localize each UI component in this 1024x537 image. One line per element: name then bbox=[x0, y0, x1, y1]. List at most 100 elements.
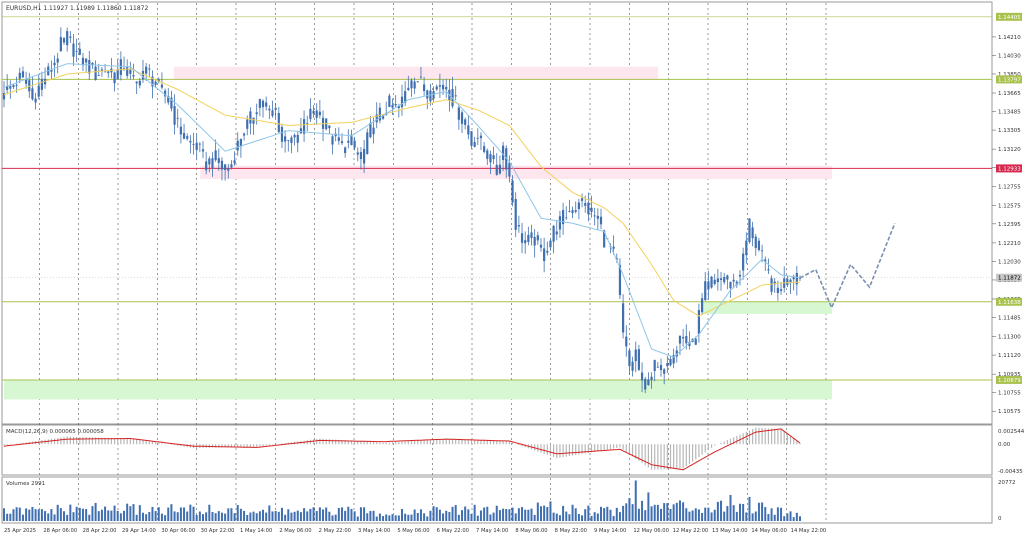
volume-bar bbox=[47, 513, 50, 521]
candle-body bbox=[340, 141, 344, 144]
volume-bar bbox=[154, 511, 157, 521]
volume-bar bbox=[132, 504, 135, 521]
volume-bar bbox=[340, 507, 343, 521]
candle-body bbox=[265, 102, 268, 107]
candle-body bbox=[552, 225, 555, 242]
volume-bar bbox=[713, 509, 716, 521]
candle-body bbox=[631, 361, 634, 371]
volume-bar bbox=[625, 503, 628, 521]
candle-body bbox=[12, 85, 15, 88]
candle-body bbox=[792, 276, 795, 280]
volume-bar bbox=[366, 513, 369, 521]
volume-bar bbox=[21, 514, 24, 521]
candle-body bbox=[596, 215, 599, 219]
volume-bar bbox=[224, 513, 227, 521]
volume-bar bbox=[479, 510, 482, 521]
price-tick-label: 1.11485 bbox=[998, 316, 1021, 322]
volume-bar bbox=[94, 502, 97, 521]
price-tick-label: 1.13120 bbox=[998, 147, 1021, 153]
volume-bar bbox=[527, 509, 530, 521]
volume-bar bbox=[157, 507, 160, 521]
volume-bar bbox=[445, 510, 448, 521]
candle-body bbox=[179, 126, 182, 135]
volume-bar bbox=[745, 512, 748, 521]
volume-bar bbox=[195, 514, 198, 521]
time-tick-label: 14 May 22:00 bbox=[791, 528, 827, 534]
volume-bar bbox=[729, 495, 732, 521]
candle-body bbox=[220, 160, 224, 170]
candle-body bbox=[186, 136, 189, 139]
volume-bar bbox=[438, 509, 441, 521]
volume-bar bbox=[85, 509, 88, 521]
volume-bar bbox=[426, 516, 429, 521]
volume-bar bbox=[530, 508, 533, 521]
candle-body bbox=[154, 81, 157, 85]
candle-body bbox=[467, 125, 470, 135]
volume-bar bbox=[189, 504, 192, 521]
resistance-zone bbox=[200, 165, 833, 180]
volume-bar bbox=[401, 509, 403, 521]
volume-bar bbox=[429, 510, 432, 521]
volume-bar bbox=[306, 511, 309, 521]
candle-body bbox=[561, 210, 565, 225]
volume-bar bbox=[435, 507, 438, 521]
volume-bar bbox=[489, 514, 492, 521]
volume-bar bbox=[498, 510, 501, 521]
candle-body bbox=[167, 96, 170, 103]
volume-bar bbox=[271, 511, 274, 521]
price-level-label: 1.13797 bbox=[998, 77, 1021, 83]
volume-bar bbox=[40, 509, 43, 521]
candle-body bbox=[508, 162, 511, 177]
volume-bar bbox=[318, 507, 321, 521]
candle-body bbox=[524, 240, 527, 244]
candle-body bbox=[407, 87, 410, 91]
candle-body bbox=[574, 210, 577, 212]
volume-bar bbox=[606, 506, 609, 521]
volume-bar bbox=[451, 506, 454, 521]
ma-fast-line bbox=[3, 63, 801, 358]
volume-bar bbox=[265, 512, 268, 521]
support-zone bbox=[702, 301, 832, 314]
volume-bar bbox=[214, 513, 217, 521]
candle-body bbox=[779, 289, 783, 291]
volume-bar bbox=[296, 510, 299, 521]
volume-bar bbox=[236, 505, 239, 521]
candle-body bbox=[445, 86, 448, 90]
candle-body bbox=[410, 80, 413, 89]
volume-bar bbox=[104, 506, 107, 521]
volume-bar bbox=[795, 512, 798, 521]
volume-bar bbox=[416, 512, 419, 521]
volume-bar bbox=[514, 513, 517, 521]
volume-bar bbox=[539, 506, 542, 521]
time-tick-label: 12 May 22:00 bbox=[673, 528, 709, 534]
volume-bar bbox=[230, 508, 233, 521]
volume-bar bbox=[255, 513, 258, 521]
volume-bar bbox=[641, 500, 644, 521]
volume-bar bbox=[552, 512, 555, 521]
candle-body bbox=[359, 152, 363, 160]
volume-bar bbox=[179, 507, 182, 521]
candle-body bbox=[751, 227, 754, 239]
volume-bar bbox=[262, 509, 265, 521]
candle-body bbox=[66, 31, 69, 46]
time-tick-label: 30 Apr 06:00 bbox=[161, 528, 195, 534]
candle-body bbox=[441, 84, 445, 90]
volume-bar bbox=[75, 506, 78, 521]
candle-body bbox=[527, 234, 530, 242]
candle-body bbox=[205, 161, 208, 171]
candle-body bbox=[135, 81, 138, 84]
price-tick-label: 1.14030 bbox=[998, 53, 1021, 59]
candlesticks bbox=[2, 27, 802, 394]
current-price-marker: 1.11872 bbox=[996, 273, 1022, 282]
candle-body bbox=[141, 70, 145, 80]
volume-bar bbox=[9, 513, 12, 521]
volume-bar bbox=[337, 507, 340, 521]
volume-bar bbox=[707, 507, 710, 521]
volume-bar bbox=[249, 512, 252, 521]
volume-bar bbox=[69, 504, 72, 521]
candle-body bbox=[312, 110, 315, 114]
volume-bar bbox=[710, 512, 713, 521]
volume-bar bbox=[110, 510, 113, 521]
volume-bar bbox=[303, 508, 306, 521]
